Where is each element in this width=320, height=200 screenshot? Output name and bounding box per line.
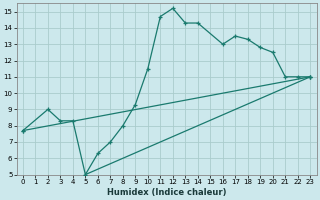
X-axis label: Humidex (Indice chaleur): Humidex (Indice chaleur) — [107, 188, 226, 197]
